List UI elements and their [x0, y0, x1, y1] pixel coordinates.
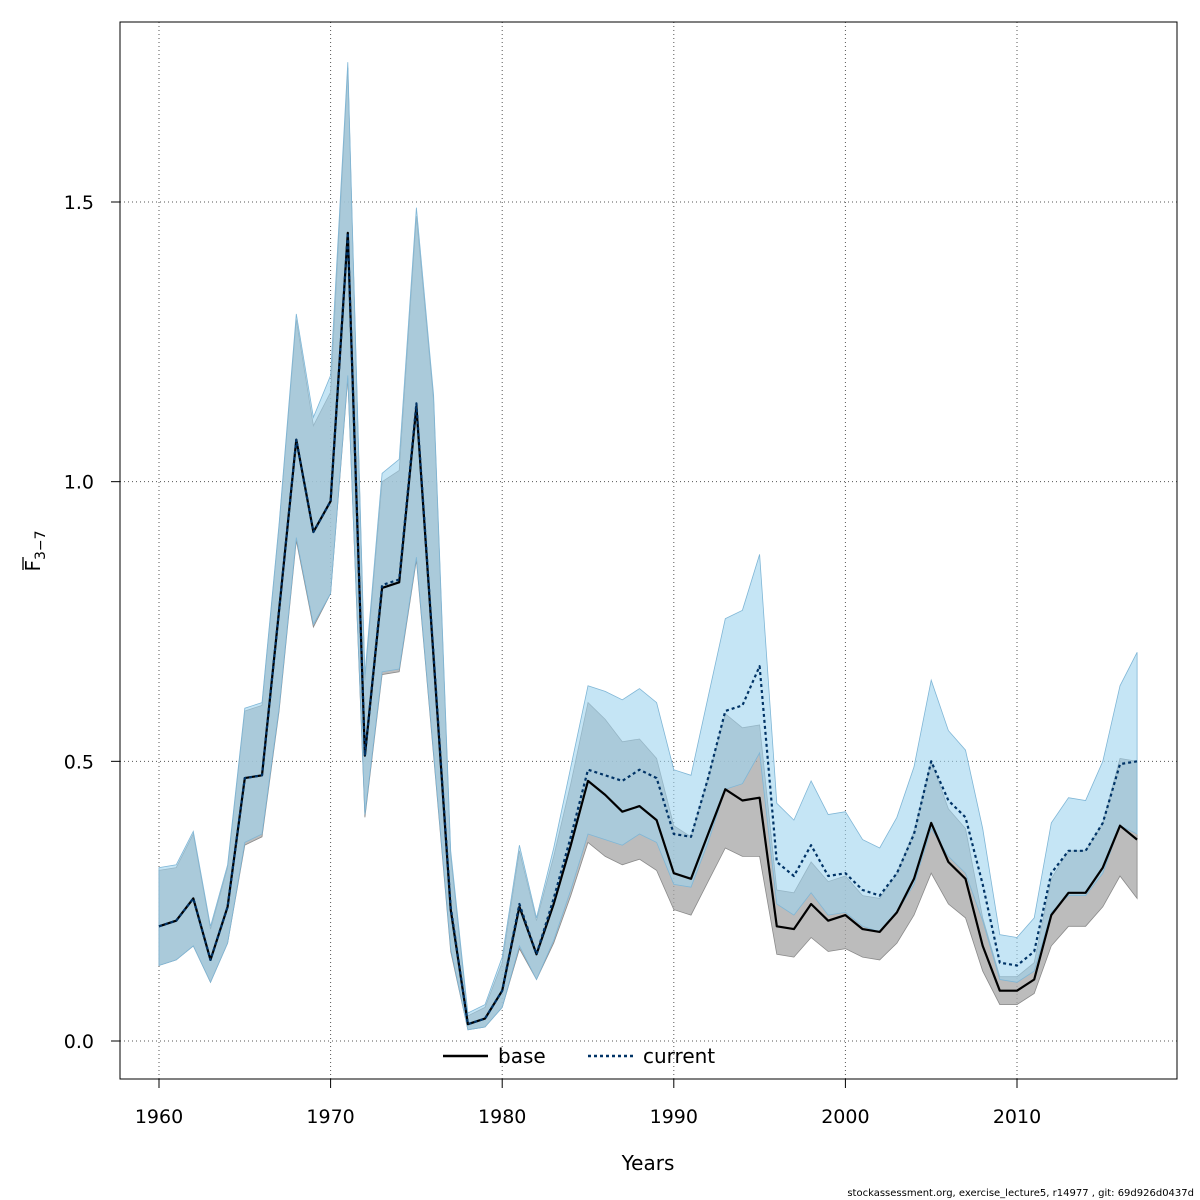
line-base: [158, 231, 1138, 1026]
x-tick-label-1990: 1990: [650, 1106, 698, 1128]
legend-label-base: base: [498, 1044, 546, 1068]
legend-label-current: current: [643, 1044, 715, 1068]
legend: base current: [443, 1044, 715, 1068]
plot-frame: [119, 21, 1178, 1080]
y-tick-label-1: 0.5: [64, 751, 94, 773]
footer-note: stockassessment.org, exercise_lecture5, …: [847, 1188, 1194, 1199]
y-axis-title-main: F: [21, 560, 45, 572]
y-tick-label-2: 1.0: [64, 472, 94, 494]
x-tick-label-1970: 1970: [306, 1106, 354, 1128]
x-axis: 1960 1970 1980 1990 2000 2010: [135, 1079, 1041, 1128]
x-tick-label-2000: 2000: [821, 1106, 869, 1128]
line-current: [158, 231, 1138, 1026]
y-axis-title-sub: 3−7: [33, 530, 49, 560]
x-tick-label-2010: 2010: [993, 1106, 1041, 1128]
y-axis: 0.0 0.5 1.0 1.5: [64, 192, 120, 1053]
x-axis-title: Years: [621, 1151, 675, 1175]
series-lines: [158, 231, 1138, 1026]
y-tick-label-3: 1.5: [64, 192, 94, 214]
y-tick-label-0: 0.0: [64, 1031, 94, 1053]
y-axis-title: F3−7: [21, 530, 49, 571]
grid: [120, 22, 1177, 1079]
x-tick-label-1960: 1960: [135, 1106, 183, 1128]
x-tick-label-1980: 1980: [478, 1106, 526, 1128]
svg-text:F3−7: F3−7: [21, 530, 49, 571]
